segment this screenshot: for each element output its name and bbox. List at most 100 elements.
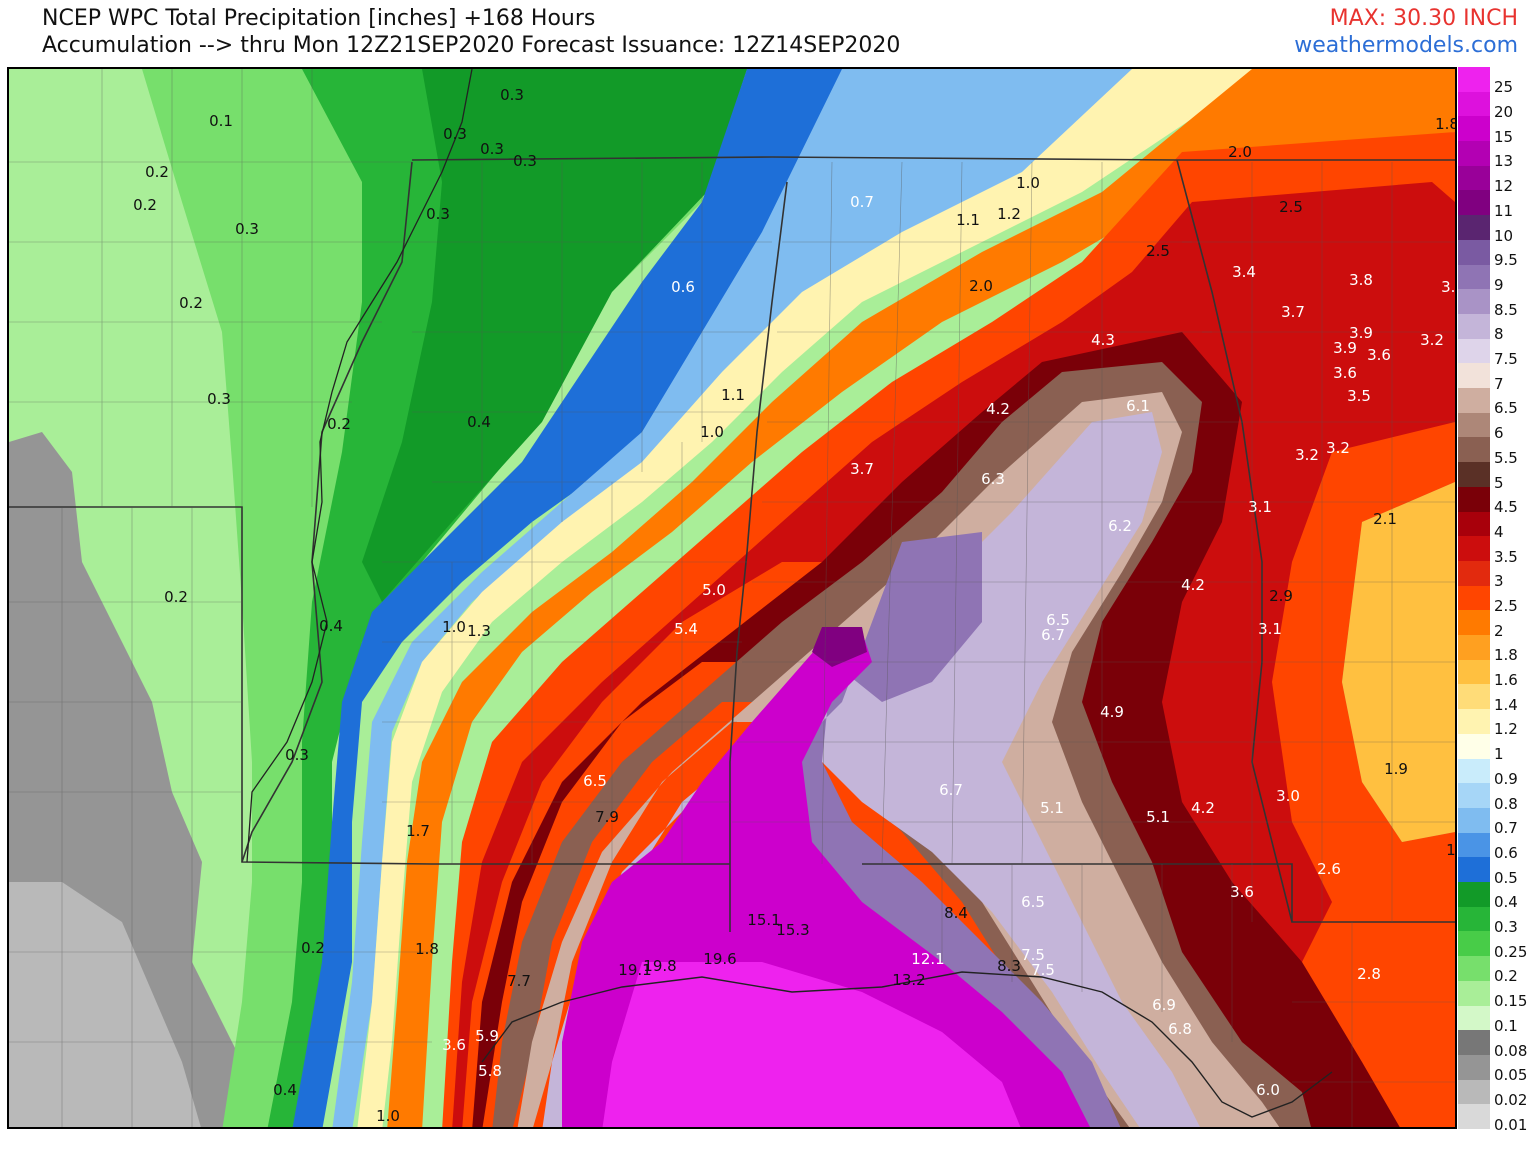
map-value-label: 3.2 xyxy=(1420,331,1444,349)
gulf-coastline xyxy=(481,971,1333,1118)
colorbar-swatch xyxy=(1458,709,1490,735)
map-value-label: 4.3 xyxy=(1091,331,1115,349)
map-value-label: 0.2 xyxy=(327,415,351,433)
colorbar-swatch xyxy=(1458,536,1490,562)
map-value-label: 2.9 xyxy=(1269,587,1293,605)
precip-field-light-blue xyxy=(332,69,1152,1127)
colorbar-swatch xyxy=(1458,1104,1490,1130)
colorbar-tick-label: 0.15 xyxy=(1494,992,1528,1011)
colorbar-tick-label: 5 xyxy=(1494,473,1504,492)
map-value-label: 5.1 xyxy=(1040,799,1064,817)
map-value-label: 6.7 xyxy=(1041,626,1065,644)
map-value-label: 0.4 xyxy=(319,617,343,635)
colorbar-swatch xyxy=(1458,807,1490,834)
map-title: NCEP WPC Total Precipitation [inches] +1… xyxy=(42,6,596,31)
colorbar-tick-label: 0.1 xyxy=(1494,1016,1518,1035)
colorbar-swatch xyxy=(1458,313,1490,340)
colorbar-swatch xyxy=(1458,783,1490,809)
map-value-label: 3.7 xyxy=(850,460,874,478)
map-value-label: 0.2 xyxy=(133,196,157,214)
map-value-label: 4.2 xyxy=(1191,799,1215,817)
colorbar-swatch xyxy=(1458,956,1490,982)
map-value-label: 0.6 xyxy=(671,278,695,296)
map-value-label: 3.1 xyxy=(1258,620,1282,638)
map-value-label: 6.3 xyxy=(981,470,1005,488)
colorbar-tick-label: 4 xyxy=(1494,522,1504,541)
precip-field-blue xyxy=(292,69,1132,1127)
colorbar-swatch xyxy=(1458,363,1490,389)
map-value-label: 1.8 xyxy=(1435,115,1455,133)
colorbar-tick-label: 0.9 xyxy=(1494,769,1518,788)
map-value-label: 0.7 xyxy=(850,193,874,211)
map-value-label: 3.8 xyxy=(1349,271,1373,289)
colorbar-swatch xyxy=(1458,857,1490,883)
map-value-label: 5.9 xyxy=(475,1027,499,1045)
precip-field-gray-light xyxy=(9,882,201,1127)
colorbar-swatch xyxy=(1458,486,1490,513)
colorbar-swatch xyxy=(1458,462,1490,488)
colorbar-tick-label: 7 xyxy=(1494,374,1504,393)
colorbar-swatch xyxy=(1458,165,1490,191)
colorbar-swatch xyxy=(1458,215,1490,241)
map-value-label: 0.3 xyxy=(513,152,537,170)
colorbar-swatch xyxy=(1458,388,1490,414)
colorbar xyxy=(1458,67,1490,1130)
colorbar-swatch xyxy=(1458,190,1490,216)
map-value-label: 19.6 xyxy=(703,950,736,968)
state-line-al-ga xyxy=(1176,159,1293,923)
map-value-label: 5.8 xyxy=(478,1062,502,1080)
map-value-label: 7.5 xyxy=(1021,946,1045,964)
map-value-label: 1.2 xyxy=(997,205,1021,223)
colorbar-tick-label: 5.5 xyxy=(1494,448,1518,467)
colorbar-tick-label: 0.01 xyxy=(1494,1115,1528,1134)
colorbar-tick-label: 8 xyxy=(1494,325,1504,344)
colorbar-tick-label: 12 xyxy=(1494,177,1514,196)
map-value-label: 1.0 xyxy=(442,618,466,636)
colorbar-tick-label: 0.3 xyxy=(1494,918,1518,937)
map-value-label: 0.3 xyxy=(426,205,450,223)
map-value-label: 3.0 xyxy=(1276,787,1300,805)
colorbar-tick-label: 1 xyxy=(1494,745,1504,764)
map-value-label: 0.2 xyxy=(145,163,169,181)
map-value-label: 3.6 xyxy=(1230,883,1254,901)
map-value-label: 1.1 xyxy=(956,211,980,229)
colorbar-tick-label: 13 xyxy=(1494,152,1514,171)
map-value-label: 0.2 xyxy=(301,939,325,957)
colorbar-swatch xyxy=(1458,437,1490,463)
colorbar-swatch xyxy=(1458,338,1490,364)
map-value-label: 2.8 xyxy=(1357,965,1381,983)
map-value-label: 0.3 xyxy=(207,390,231,408)
map-value-label: 6.8 xyxy=(1168,1020,1192,1038)
map-value-label: 3.2 xyxy=(1295,446,1319,464)
colorbar-tick-label: 0.8 xyxy=(1494,794,1518,813)
map-value-label: 6.5 xyxy=(1021,893,1045,911)
colorbar-swatch xyxy=(1458,1079,1490,1105)
map-value-label: 2.6 xyxy=(1317,860,1341,878)
map-value-label: 15.1 xyxy=(747,911,780,929)
map-value-label: 1.8 xyxy=(415,940,439,958)
colorbar-swatch xyxy=(1458,906,1490,932)
map-value-label: 3.4 xyxy=(1441,278,1455,296)
map-value-label: 6.2 xyxy=(1108,517,1132,535)
map-value-label: 6.1 xyxy=(1126,397,1150,415)
map-value-label: 0.2 xyxy=(164,588,188,606)
precip-field-lavender xyxy=(542,412,1200,1127)
map-subtitle: Accumulation --> thru Mon 12Z21SEP2020 F… xyxy=(42,33,901,58)
map-value-label: 4.2 xyxy=(986,400,1010,418)
map-value-label: 1.7 xyxy=(1446,841,1455,859)
colorbar-tick-label: 6 xyxy=(1494,424,1504,443)
map-value-label: 3.9 xyxy=(1333,339,1357,357)
colorbar-swatch xyxy=(1458,931,1490,957)
map-value-label: 3.6 xyxy=(1333,364,1357,382)
map-value-label: 0.3 xyxy=(285,746,309,764)
colorbar-tick-label: 25 xyxy=(1494,78,1514,97)
colorbar-swatch xyxy=(1458,511,1490,537)
map-value-label: 8.3 xyxy=(997,957,1021,975)
colorbar-tick-label: 9 xyxy=(1494,275,1504,294)
colorbar-swatch xyxy=(1458,116,1490,142)
colorbar-swatch xyxy=(1458,289,1490,315)
map-value-label: 6.7 xyxy=(939,781,963,799)
map-value-label: 1.0 xyxy=(1016,174,1040,192)
colorbar-swatch xyxy=(1458,264,1490,290)
map-value-label: 0.3 xyxy=(235,220,259,238)
